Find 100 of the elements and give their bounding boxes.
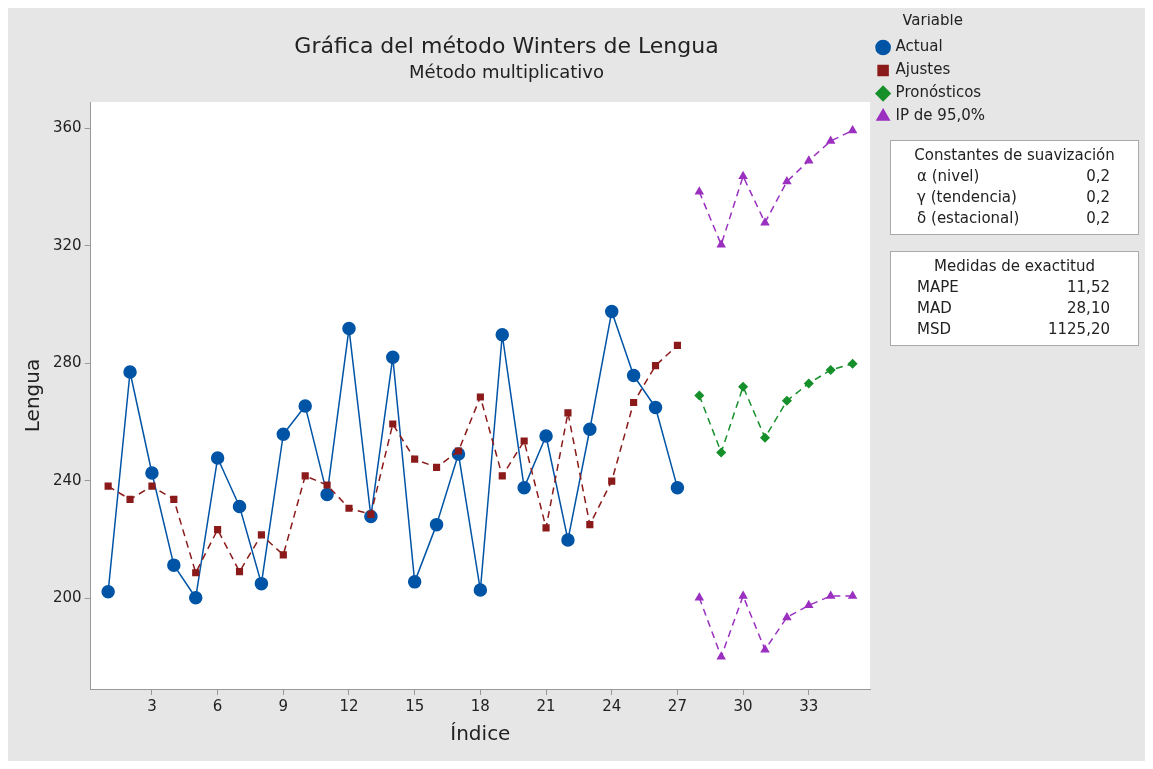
text: 28,10 — [1067, 298, 1110, 319]
point — [760, 433, 770, 443]
chart-title: Gráfica del método Winters de Lengua — [294, 32, 719, 58]
text: 0,2 — [1086, 208, 1110, 229]
point — [539, 429, 553, 443]
text: MAD — [917, 298, 952, 319]
point — [320, 487, 334, 502]
y-tick-label: 360 — [52, 118, 82, 137]
point — [123, 365, 137, 379]
point — [561, 533, 575, 547]
point — [608, 477, 616, 485]
point — [695, 592, 704, 601]
text: γ (tendencia) — [917, 187, 1017, 208]
point — [848, 125, 857, 134]
point — [407, 575, 422, 589]
x-tick-label: 12 — [339, 696, 359, 715]
legend-title: Variable — [902, 11, 963, 30]
x-tick-label: 33 — [799, 696, 819, 715]
point — [564, 409, 572, 417]
point — [104, 482, 112, 490]
point — [651, 361, 660, 370]
point — [301, 472, 309, 480]
point — [257, 531, 265, 539]
point — [847, 359, 858, 369]
point — [670, 480, 685, 495]
point — [167, 558, 181, 572]
point — [782, 176, 792, 185]
point — [760, 217, 770, 226]
x-tick-label: 21 — [536, 696, 556, 715]
point — [782, 396, 792, 406]
x-tick-label: 24 — [602, 696, 622, 715]
point — [235, 568, 244, 576]
point — [586, 521, 594, 529]
point — [495, 328, 510, 342]
y-tick-label: 280 — [52, 353, 82, 372]
point — [517, 480, 531, 495]
y-tick-label: 240 — [52, 470, 82, 489]
point — [542, 524, 550, 532]
point — [673, 341, 681, 349]
point — [626, 368, 641, 383]
point — [192, 569, 200, 577]
y-tick-label: 200 — [52, 587, 82, 606]
point — [716, 447, 726, 458]
text: 1125,20 — [1047, 319, 1110, 340]
text: Constantes de suavización — [913, 146, 1116, 164]
point — [804, 378, 814, 389]
y-tick-label: 320 — [52, 235, 82, 254]
point — [716, 239, 726, 248]
point — [694, 390, 705, 401]
legend-label: Ajustes — [895, 60, 951, 79]
x-axis-title: Índice — [450, 721, 511, 746]
point — [276, 427, 291, 441]
chart-subtitle: Método multiplicativo — [409, 60, 604, 82]
point — [342, 321, 356, 336]
text: 0,2 — [1086, 187, 1110, 208]
point — [520, 437, 528, 445]
point — [583, 422, 597, 436]
text: MAPE — [917, 277, 959, 298]
point — [323, 481, 331, 489]
point — [738, 171, 748, 180]
legend-label: Actual — [895, 37, 943, 56]
point — [214, 526, 222, 534]
point — [826, 136, 835, 144]
point — [804, 600, 813, 609]
point — [826, 591, 835, 599]
point — [498, 472, 506, 480]
point — [188, 590, 203, 605]
point — [825, 365, 836, 375]
x-tick-label: 3 — [147, 696, 157, 715]
point — [279, 551, 287, 559]
point — [170, 495, 178, 503]
point — [604, 304, 619, 319]
point — [386, 350, 400, 365]
point — [210, 451, 225, 465]
point — [432, 463, 441, 471]
point — [760, 644, 770, 653]
point — [298, 399, 312, 413]
point — [695, 187, 704, 195]
point — [804, 155, 813, 164]
point — [145, 466, 159, 480]
point — [148, 482, 156, 490]
point — [473, 583, 488, 597]
x-tick-label: 15 — [405, 696, 425, 715]
point — [782, 612, 792, 621]
x-tick-label: 6 — [212, 696, 223, 715]
point — [126, 495, 134, 503]
point — [848, 591, 857, 599]
text: Medidas de exactitud — [933, 257, 1096, 275]
text: 11,52 — [1067, 277, 1110, 298]
text: δ (estacional) — [917, 208, 1020, 229]
point — [476, 393, 484, 401]
point — [411, 455, 419, 463]
point — [389, 420, 397, 428]
x-tick-label: 9 — [278, 696, 289, 715]
point — [429, 517, 444, 532]
x-tick-label: 18 — [470, 696, 490, 715]
point — [232, 499, 247, 514]
point — [101, 585, 115, 599]
x-tick-label: 27 — [667, 696, 687, 715]
point — [738, 381, 748, 392]
